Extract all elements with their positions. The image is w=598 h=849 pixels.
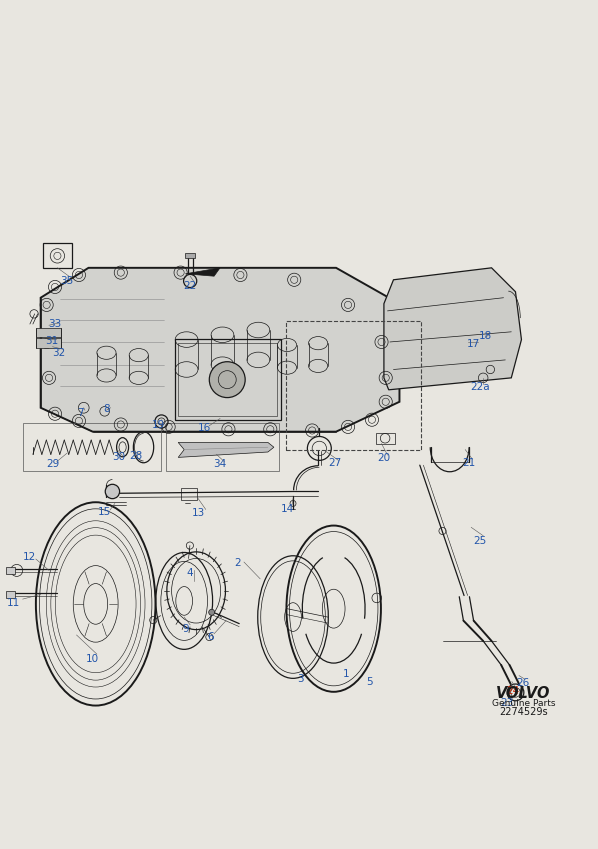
Text: 29: 29: [46, 459, 59, 469]
Text: 9: 9: [182, 624, 189, 634]
Polygon shape: [384, 267, 521, 390]
Bar: [36, 328, 61, 337]
Text: 18: 18: [479, 331, 492, 341]
Bar: [376, 433, 395, 444]
Bar: [181, 488, 197, 500]
Text: 31: 31: [45, 336, 58, 346]
Bar: [36, 339, 61, 348]
Text: 34: 34: [213, 459, 227, 469]
Text: 2274529s: 2274529s: [499, 706, 548, 717]
Polygon shape: [178, 442, 274, 458]
Text: 20: 20: [377, 453, 390, 463]
Text: 30: 30: [112, 453, 125, 463]
Bar: [6, 591, 15, 598]
Text: 11: 11: [7, 598, 20, 608]
Text: 21: 21: [462, 458, 475, 468]
Text: 33: 33: [48, 319, 62, 329]
Bar: [178, 343, 277, 416]
Text: 22: 22: [184, 281, 197, 290]
Text: 19: 19: [152, 419, 165, 430]
Text: Genuine Parts: Genuine Parts: [492, 699, 555, 708]
Circle shape: [209, 610, 215, 616]
Polygon shape: [41, 267, 399, 431]
Bar: [185, 253, 195, 258]
Text: 22a: 22a: [470, 382, 489, 392]
Text: 28: 28: [130, 451, 143, 461]
Text: 23: 23: [500, 698, 513, 708]
Text: 5: 5: [366, 677, 373, 687]
Bar: [286, 321, 421, 450]
Text: 14: 14: [280, 504, 294, 514]
Text: 7: 7: [77, 408, 84, 418]
Bar: [166, 424, 279, 471]
Bar: [175, 339, 281, 419]
Circle shape: [209, 362, 245, 397]
Text: 1: 1: [342, 670, 349, 679]
Text: 2: 2: [234, 559, 242, 568]
Bar: [43, 243, 72, 267]
Text: 35: 35: [60, 276, 74, 286]
Text: 12: 12: [23, 552, 36, 562]
Text: 32: 32: [52, 348, 65, 357]
Bar: [23, 424, 161, 471]
Text: 26: 26: [516, 678, 529, 688]
Text: 6: 6: [207, 632, 214, 642]
Text: 24: 24: [507, 686, 520, 696]
Text: 10: 10: [86, 654, 99, 664]
Text: VOLVO: VOLVO: [496, 686, 550, 701]
Text: 17: 17: [467, 340, 480, 350]
Text: 27: 27: [328, 458, 341, 468]
Polygon shape: [185, 267, 220, 276]
Text: 25: 25: [473, 536, 486, 546]
Bar: [6, 567, 15, 574]
Text: 8: 8: [103, 404, 110, 414]
Text: 4: 4: [187, 568, 194, 578]
Text: 15: 15: [97, 507, 111, 517]
Text: 16: 16: [198, 423, 211, 433]
Text: 13: 13: [192, 508, 205, 518]
Text: 3: 3: [297, 673, 304, 683]
Circle shape: [105, 484, 120, 498]
